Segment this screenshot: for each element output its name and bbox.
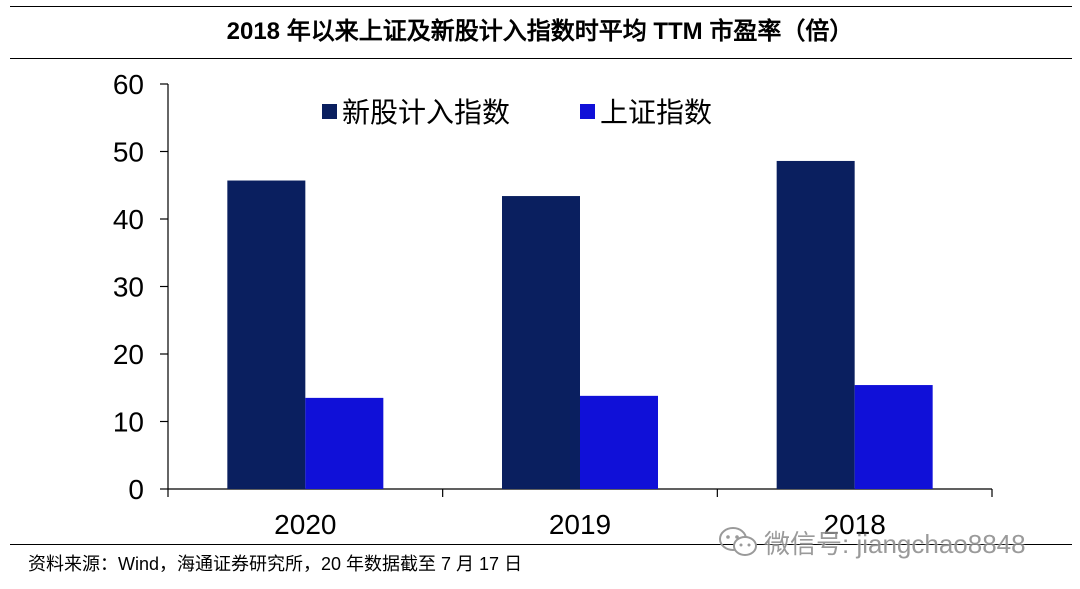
y-tick-label: 10 (113, 407, 144, 438)
source-note: 资料来源：Wind，海通证券研究所，20 年数据截至 7 月 17 日 (28, 554, 523, 574)
x-tick-label: 2020 (274, 509, 336, 540)
chart-title: 2018 年以来上证及新股计入指数时平均 TTM 市盈率（倍） (226, 18, 854, 45)
y-tick-label: 0 (128, 474, 144, 505)
x-tick-label: 2018 (824, 509, 886, 540)
y-tick-label: 40 (113, 204, 144, 235)
y-tick-label: 50 (113, 137, 144, 168)
bar (227, 180, 306, 489)
wechat-icon (719, 527, 757, 556)
title-top-rule (10, 6, 1072, 7)
bar (580, 395, 658, 489)
bar (854, 385, 933, 489)
y-tick-label: 30 (113, 272, 144, 303)
bar (776, 160, 855, 489)
legend-label: 新股计入指数 (342, 96, 510, 129)
bar-chart: 0 10 20 30 40 50 60 2020 2019 2018 新股计入指数 上证指数 (113, 69, 993, 540)
title-bottom-rule (10, 58, 1072, 59)
legend-label: 上证指数 (600, 96, 712, 129)
x-tick-label: 2019 (549, 509, 611, 540)
legend-swatch (580, 104, 595, 119)
watermark-text: 微信号: jiangchao8848 (764, 528, 1026, 559)
footer-rule (10, 544, 1072, 545)
y-tick-label: 60 (113, 69, 144, 100)
watermark: 微信号: jiangchao8848 (718, 522, 1068, 562)
y-tick-label: 20 (113, 339, 144, 370)
legend-swatch (322, 104, 337, 119)
bar (305, 397, 384, 489)
bar (502, 196, 580, 490)
